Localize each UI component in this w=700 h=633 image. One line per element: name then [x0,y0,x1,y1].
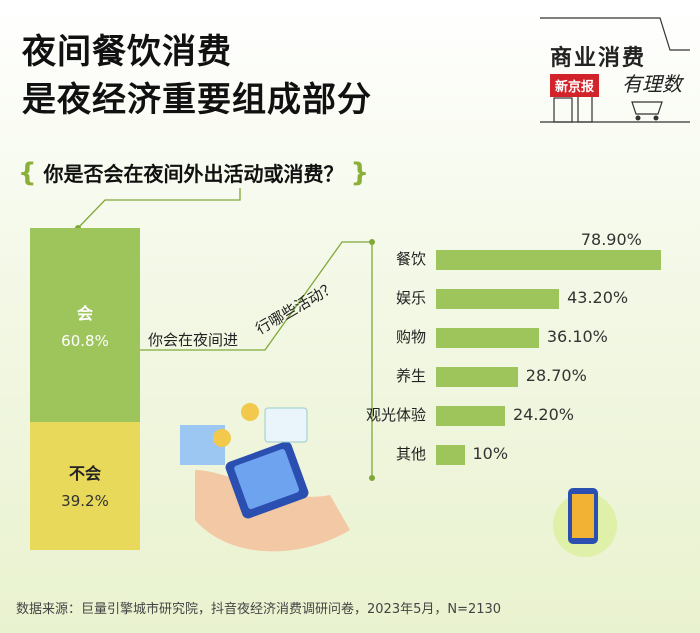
category-label: 购物 [395,328,426,346]
title-line-1: 夜间餐饮消费 [22,32,232,72]
page-title: 夜间餐饮消费 是夜经济重要组成部分 [22,28,372,124]
activity-bar [436,445,465,465]
brand-title: 商业消费 [550,45,647,71]
brand-logo: 商业消费 新京报 有理数 [540,10,690,130]
left-brace-icon: { [18,158,37,188]
question-text: 你是否会在夜间外出活动或消费？ [43,162,344,186]
value-label: 28.70% [525,366,587,385]
brand-subtitle: 有理数 [622,72,682,96]
activity-bar [436,250,661,270]
category-label: 观光体验 [365,406,426,424]
value-label: 36.10% [546,327,608,346]
value-label: 43.20% [567,288,629,307]
bar-label-no: 不会 [68,464,101,483]
activity-bar [436,328,539,348]
activity-bar [436,289,560,309]
stacked-bar-no: 不会 39.2% [30,422,140,550]
category-label: 其他 [395,445,426,463]
bar-label-yes: 会 [76,304,93,323]
category-label: 餐饮 [395,250,426,268]
stacked-bar-yes: 会 60.8% [30,228,140,422]
title-line-2: 是夜经济重要组成部分 [22,80,372,120]
value-label: 24.20% [512,405,574,424]
activity-bar [436,367,518,387]
category-label: 娱乐 [395,289,426,307]
bar-value-yes: 60.8% [61,332,109,350]
brand-tag: 新京报 [550,74,600,97]
value-label: 78.90% [580,230,642,249]
category-label: 养生 [395,367,426,385]
right-brace-icon: } [350,158,369,188]
value-label: 10% [472,444,509,463]
data-source: 数据来源：巨量引擎城市研究院，抖音夜经济消费调研问卷，2023年5月，N=213… [16,602,502,617]
bar-value-no: 39.2% [61,492,109,510]
sub-question-a: 你会在夜间进 [148,331,239,349]
question-heading: { 你是否会在夜间外出活动或消费？ } [18,158,369,188]
activity-bar [436,406,505,426]
